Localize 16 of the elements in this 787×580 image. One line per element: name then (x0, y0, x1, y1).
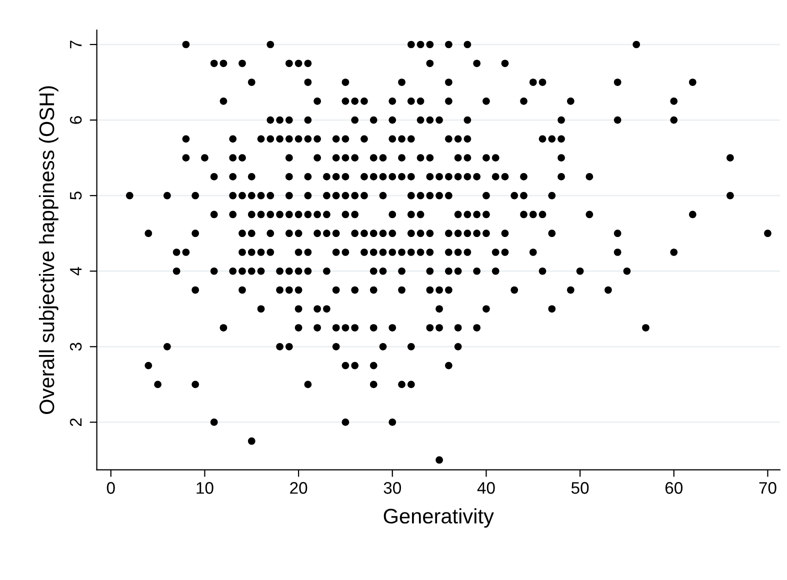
y-tick-label: 5 (70, 192, 82, 200)
y-axis-title: Overall subjective happiness (OSH) (38, 86, 58, 414)
y-tick-label: 6 (70, 116, 82, 124)
x-tick-label: 50 (571, 482, 589, 494)
x-tick-label: 0 (106, 482, 115, 494)
y-tick-label: 3 (70, 342, 82, 351)
x-tick-label: 30 (384, 482, 401, 494)
y-tick-label: 2 (70, 418, 82, 426)
x-tick-label: 60 (665, 482, 682, 494)
x-tick-label: 70 (759, 482, 776, 494)
x-tick-label: 20 (290, 482, 308, 494)
x-tick-label: 40 (477, 482, 495, 494)
y-tick-label: 7 (70, 40, 82, 48)
y-tick-label: 4 (70, 266, 82, 276)
x-tick-label: 10 (196, 482, 214, 494)
x-axis-title: Generativity (384, 508, 494, 528)
